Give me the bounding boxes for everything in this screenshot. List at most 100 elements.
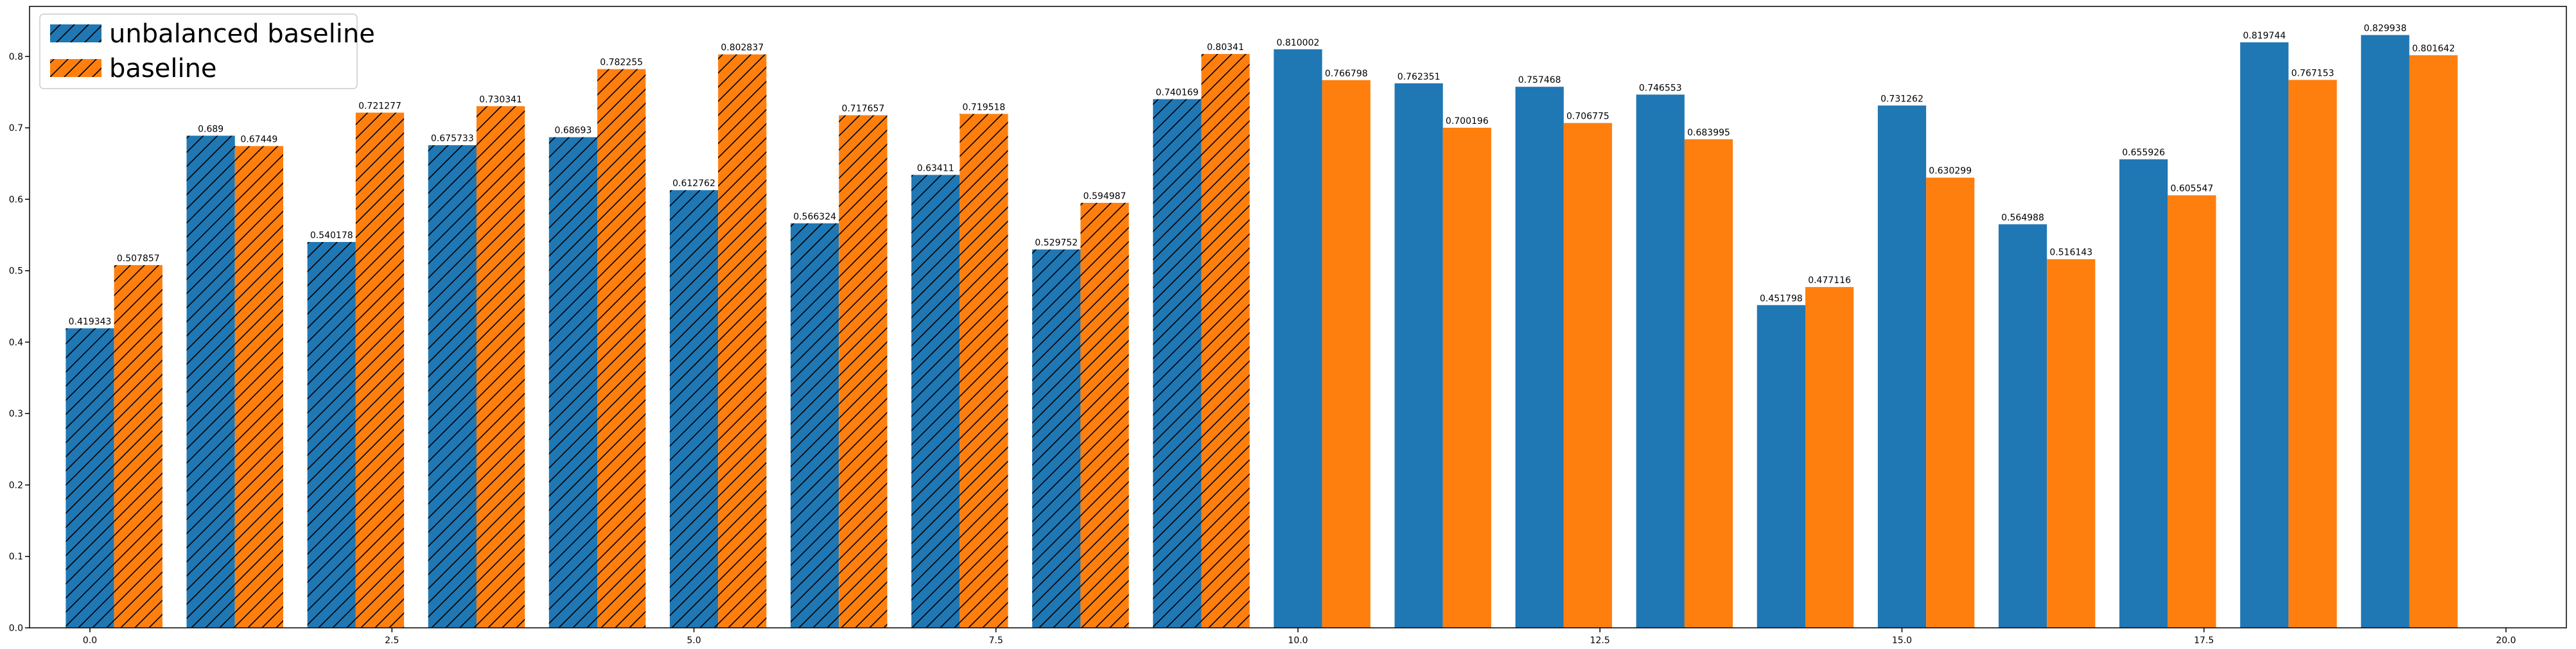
bar-hatch-unbalanced-baseline-1 xyxy=(186,135,235,628)
data-label-unbalanced-baseline-5: 0.612762 xyxy=(672,178,715,189)
bar-hatch-unbalanced-baseline-0 xyxy=(66,328,114,628)
legend: unbalanced baseline baseline xyxy=(39,13,375,89)
bar-baseline-18 xyxy=(2288,80,2337,628)
bar-baseline-12 xyxy=(1563,123,1613,628)
data-label-baseline-5: 0.802837 xyxy=(721,43,764,53)
bar-unbalanced-baseline-18 xyxy=(2240,42,2289,628)
data-label-baseline-1: 0.67449 xyxy=(240,135,277,145)
y-tick-label: 0.3 xyxy=(9,409,23,419)
data-label-unbalanced-baseline-11: 0.762351 xyxy=(1398,72,1441,82)
bar-hatch-unbalanced-baseline-6 xyxy=(791,223,839,628)
bar-unbalanced-baseline-19 xyxy=(2361,35,2410,628)
bar-unbalanced-baseline-14 xyxy=(1757,305,1805,628)
data-label-unbalanced-baseline-10: 0.810002 xyxy=(1277,38,1320,48)
data-label-baseline-6: 0.717657 xyxy=(841,104,884,114)
bar-unbalanced-baseline-15 xyxy=(1877,105,1927,628)
y-axis: 0.0 0.1 0.2 0.3 0.4 0.5 0.6 0.7 0.8 xyxy=(9,52,30,634)
y-tick-label: 0.0 xyxy=(9,623,23,634)
data-label-unbalanced-baseline-9: 0.740169 xyxy=(1155,87,1198,98)
data-label-baseline-8: 0.594987 xyxy=(1083,191,1126,202)
x-tick-label: 2.5 xyxy=(385,636,399,646)
bar-unbalanced-baseline-10 xyxy=(1274,49,1322,628)
bar-baseline-19 xyxy=(2409,55,2458,628)
x-tick-label: 15.0 xyxy=(1892,636,1912,646)
y-tick-label: 0.1 xyxy=(9,552,23,562)
bar-hatch-baseline-9 xyxy=(1201,54,1250,628)
legend-label-unbalanced-baseline: unbalanced baseline xyxy=(109,19,375,49)
data-label-baseline-0: 0.507857 xyxy=(117,254,160,264)
bar-unbalanced-baseline-16 xyxy=(1998,224,2047,628)
data-label-unbalanced-baseline-8: 0.529752 xyxy=(1035,238,1078,248)
bar-hatch-baseline-2 xyxy=(355,112,405,628)
data-label-unbalanced-baseline-13: 0.746553 xyxy=(1639,83,1682,93)
data-label-unbalanced-baseline-19: 0.829938 xyxy=(2363,24,2406,34)
bar-hatch-unbalanced-baseline-3 xyxy=(428,145,477,628)
bar-hatch-baseline-5 xyxy=(718,54,767,628)
y-tick-label: 0.4 xyxy=(9,338,23,348)
bar-unbalanced-baseline-12 xyxy=(1515,87,1564,628)
bar-baseline-14 xyxy=(1805,287,1854,628)
legend-swatch-unbalanced-baseline-hatch xyxy=(50,24,101,42)
bar-hatch-unbalanced-baseline-4 xyxy=(548,137,598,628)
data-label-unbalanced-baseline-2: 0.540178 xyxy=(310,230,353,241)
legend-swatch-baseline-hatch xyxy=(50,59,101,77)
data-label-baseline-10: 0.766798 xyxy=(1325,69,1368,79)
bar-baseline-10 xyxy=(1322,80,1371,628)
data-label-unbalanced-baseline-17: 0.655926 xyxy=(2122,148,2165,158)
data-label-unbalanced-baseline-6: 0.566324 xyxy=(793,212,836,222)
data-label-baseline-7: 0.719518 xyxy=(963,102,1006,112)
data-label-baseline-12: 0.706775 xyxy=(1566,112,1609,122)
data-label-baseline-18: 0.767153 xyxy=(2291,68,2335,78)
data-label-unbalanced-baseline-1: 0.689 xyxy=(198,124,223,134)
bar-unbalanced-baseline-17 xyxy=(2119,159,2168,628)
x-tick-label: 20.0 xyxy=(2496,636,2516,646)
data-labels-layer: 0.419343 0.689 0.540178 0.675733 0.68693 0.61… xyxy=(69,24,2455,327)
bar-hatch-unbalanced-baseline-5 xyxy=(669,190,719,628)
bar-hatch-baseline-0 xyxy=(114,264,162,628)
y-tick-label: 0.2 xyxy=(9,480,23,490)
x-tick-label: 12.5 xyxy=(1590,636,1610,646)
data-label-baseline-2: 0.721277 xyxy=(358,101,401,111)
y-tick-label: 0.5 xyxy=(9,266,23,277)
data-label-unbalanced-baseline-3: 0.675733 xyxy=(431,134,474,144)
x-tick-label: 0.0 xyxy=(83,636,97,646)
bar-hatch-baseline-8 xyxy=(1080,202,1129,628)
x-tick-label: 17.5 xyxy=(2194,636,2214,646)
data-label-baseline-13: 0.683995 xyxy=(1687,128,1730,138)
data-label-unbalanced-baseline-14: 0.451798 xyxy=(1760,293,1803,304)
bar-unbalanced-baseline-11 xyxy=(1394,83,1443,628)
data-label-baseline-19: 0.801642 xyxy=(2412,44,2455,54)
bar-hatch-baseline-1 xyxy=(234,146,283,628)
y-tick-label: 0.8 xyxy=(9,52,23,62)
data-label-baseline-17: 0.605547 xyxy=(2170,184,2213,194)
bar-baseline-11 xyxy=(1442,127,1491,628)
data-label-unbalanced-baseline-0: 0.419343 xyxy=(69,316,112,327)
bar-hatch-baseline-7 xyxy=(959,114,1008,628)
y-tick-label: 0.6 xyxy=(9,195,23,205)
data-label-unbalanced-baseline-4: 0.68693 xyxy=(554,126,591,136)
y-tick-label: 0.7 xyxy=(9,123,23,134)
legend-label-baseline: baseline xyxy=(109,54,217,83)
bar-hatch-unbalanced-baseline-9 xyxy=(1153,99,1202,628)
bar-baseline-17 xyxy=(2168,195,2216,628)
data-label-baseline-15: 0.630299 xyxy=(1929,166,1972,177)
data-label-unbalanced-baseline-16: 0.564988 xyxy=(2001,212,2044,223)
bar-hatch-unbalanced-baseline-2 xyxy=(307,241,356,628)
legend-frame xyxy=(39,13,358,89)
data-label-baseline-3: 0.730341 xyxy=(479,94,522,105)
bar-hatch-unbalanced-baseline-7 xyxy=(911,175,960,628)
bars-layer xyxy=(66,35,2458,628)
bar-baseline-15 xyxy=(1926,177,1975,628)
data-label-unbalanced-baseline-18: 0.819744 xyxy=(2243,31,2286,41)
data-label-baseline-11: 0.700196 xyxy=(1446,116,1489,126)
data-label-unbalanced-baseline-7: 0.63411 xyxy=(917,163,954,173)
x-tick-label: 5.0 xyxy=(687,636,701,646)
bar-hatch-baseline-4 xyxy=(597,69,646,628)
bar-baseline-13 xyxy=(1684,139,1733,628)
data-label-unbalanced-baseline-15: 0.731262 xyxy=(1880,94,1923,104)
x-tick-label: 7.5 xyxy=(989,636,1003,646)
bar-hatch-baseline-6 xyxy=(839,115,888,628)
data-label-baseline-4: 0.782255 xyxy=(600,58,643,68)
data-label-baseline-14: 0.477116 xyxy=(1808,275,1851,286)
